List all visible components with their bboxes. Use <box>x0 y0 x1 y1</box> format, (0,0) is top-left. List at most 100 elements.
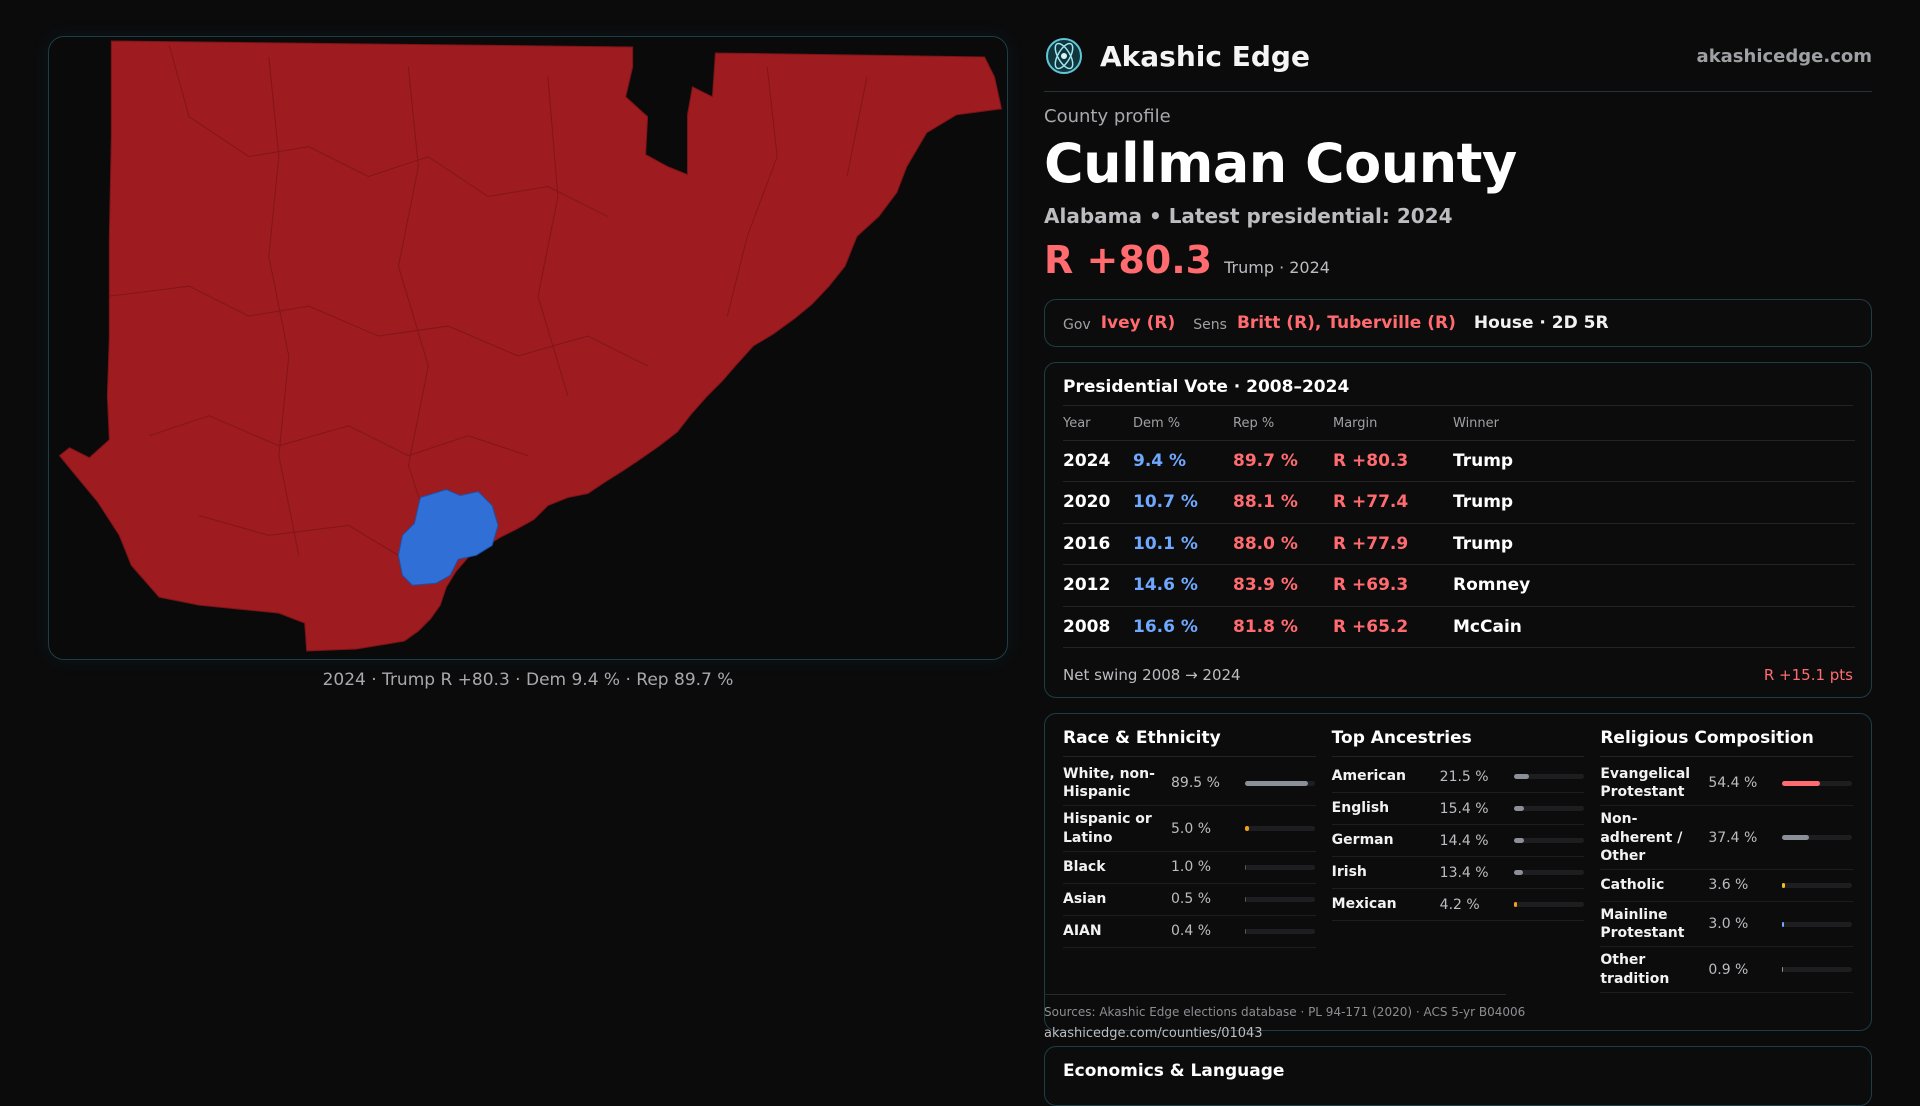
percent-bar <box>1245 896 1315 902</box>
race-ethnicity-column: Race & Ethnicity White, non-Hispanic 89.5… <box>1063 728 1316 993</box>
column-header: Rep % <box>1233 408 1333 441</box>
source-url-link[interactable]: akashicedge.com/counties/01043 <box>1044 1026 1263 1041</box>
dem-cell: 10.7 % <box>1133 481 1233 524</box>
map-caption: 2024 · Trump R +80.3 · Dem 9.4 % · Rep 8… <box>322 670 734 690</box>
row-label: American <box>1331 768 1407 785</box>
percent-bar-fill <box>1245 826 1249 832</box>
row-value: 14.4 % <box>1439 832 1489 849</box>
year-cell: 2024 <box>1063 440 1133 482</box>
table-header-row: Year Dem % Rep % Margin Winner <box>1063 408 1855 441</box>
governor-value: Ivey (R) <box>1100 313 1176 333</box>
dem-cell: 10.1 % <box>1133 523 1233 565</box>
net-swing-row: Net swing 2008 → 2024 R +15.1 pts <box>1063 666 1853 684</box>
list-item: Other tradition 0.9 % <box>1600 947 1854 993</box>
row-value: 21.5 % <box>1439 768 1489 785</box>
winner-cell: Trump <box>1453 440 1855 482</box>
row-value: 15.4 % <box>1439 800 1489 817</box>
list-item: Mainline Protestant 3.0 % <box>1600 902 1854 948</box>
row-label: Asian <box>1063 891 1107 908</box>
row-label: English <box>1331 800 1390 817</box>
brand-url-link[interactable]: akashicedge.com <box>1696 46 1872 67</box>
row-label: Hispanic or Latino <box>1063 811 1152 846</box>
presidential-vote-card: Presidential Vote · 2008–2024 Year Dem %… <box>1044 362 1872 698</box>
margin-value: R +80.3 <box>1044 238 1213 282</box>
row-label: Black <box>1063 859 1106 876</box>
percent-bar-fill <box>1782 780 1821 786</box>
percent-bar <box>1513 774 1584 779</box>
year-cell: 2012 <box>1063 564 1133 607</box>
percent-bar <box>1513 870 1584 875</box>
brand-name: Akashic Edge <box>1100 39 1310 73</box>
county-borders <box>109 44 868 556</box>
column-header: Margin <box>1333 408 1453 441</box>
percent-bar-fill <box>1782 835 1809 841</box>
dem-cell: 9.4 % <box>1133 440 1233 482</box>
republican-area <box>58 40 1003 652</box>
sources-text: Sources: Akashic Edge elections database… <box>1044 1005 1526 1019</box>
margin-cell: R +77.9 <box>1333 523 1453 565</box>
list-item: White, non-Hispanic 89.5 % <box>1063 761 1316 807</box>
table-row: 2024 9.4 % 89.7 % R +80.3 Trump <box>1063 440 1855 482</box>
row-label: Mainline Protestant <box>1600 906 1685 942</box>
percent-bar <box>1782 921 1853 927</box>
list-item: German 14.4 % <box>1331 825 1585 857</box>
winner-cell: Trump <box>1453 481 1855 524</box>
senators-value: Britt (R), Tuberville (R) <box>1236 313 1456 333</box>
dem-cell: 14.6 % <box>1133 564 1233 607</box>
county-profile-panel: Akashic Edge akashicedge.com County prof… <box>1044 0 1872 1106</box>
percent-bar-fill <box>1513 806 1525 811</box>
choropleth-svg <box>58 40 1003 652</box>
percent-bar <box>1513 806 1584 811</box>
list-item: English 15.4 % <box>1331 793 1585 825</box>
democratic-county <box>397 489 499 586</box>
margin-cell: R +69.3 <box>1333 564 1453 607</box>
percent-bar-fill <box>1782 921 1785 927</box>
table-row: 2020 10.7 % 88.1 % R +77.4 Trump <box>1063 481 1855 524</box>
list-item: Hispanic or Latino 5.0 % <box>1063 806 1316 852</box>
winner-cell: McCain <box>1453 606 1855 648</box>
presidential-table: Year Dem % Rep % Margin Winner 2024 9.4 … <box>1063 408 1855 648</box>
list-item: AIAN 0.4 % <box>1063 916 1316 948</box>
percent-bar <box>1245 864 1315 870</box>
row-value: 54.4 % <box>1708 775 1758 792</box>
officials-bar: Gov Ivey (R) Sens Britt (R), Tuberville … <box>1044 299 1872 347</box>
row-label: Non-adherent / Other <box>1600 811 1683 864</box>
list-item: Asian 0.5 % <box>1063 884 1316 916</box>
column-header: Winner <box>1453 408 1855 441</box>
county-map[interactable] <box>48 36 1008 660</box>
row-label: Other tradition <box>1600 952 1670 987</box>
list-item: Irish 13.4 % <box>1331 857 1585 889</box>
table-row: 2016 10.1 % 88.0 % R +77.9 Trump <box>1063 523 1855 565</box>
gov-label: Gov <box>1063 317 1091 333</box>
row-value: 13.4 % <box>1439 864 1489 881</box>
percent-bar <box>1782 967 1853 972</box>
economics-card: Economics & Language <box>1044 1046 1872 1106</box>
margin-cell: R +77.4 <box>1333 481 1453 524</box>
rep-cell: 88.1 % <box>1233 481 1333 524</box>
row-value: 5.0 % <box>1171 820 1212 837</box>
rep-cell: 83.9 % <box>1233 564 1333 607</box>
headline-margin: R +80.3 Trump · 2024 <box>1044 238 1330 282</box>
race-title: Race & Ethnicity <box>1063 728 1316 757</box>
row-label: German <box>1331 832 1394 849</box>
percent-bar-fill <box>1782 882 1785 888</box>
margin-cell: R +65.2 <box>1333 606 1453 648</box>
ancestry-title: Top Ancestries <box>1331 728 1585 757</box>
religion-title: Religious Composition <box>1600 728 1854 757</box>
year-cell: 2020 <box>1063 481 1133 524</box>
dem-cell: 16.6 % <box>1133 606 1233 648</box>
rep-cell: 88.0 % <box>1233 523 1333 565</box>
page-title: Cullman County <box>1044 132 1517 195</box>
list-item: Non-adherent / Other 37.4 % <box>1600 806 1854 870</box>
rep-cell: 89.7 % <box>1233 440 1333 482</box>
list-item: Evangelical Protestant 54.4 % <box>1600 761 1854 807</box>
percent-bar <box>1782 780 1853 786</box>
brand[interactable]: Akashic Edge <box>1044 36 1310 76</box>
economics-title: Economics & Language <box>1063 1061 1285 1081</box>
county-subtitle: Alabama • Latest presidential: 2024 <box>1044 204 1453 228</box>
column-header: Year <box>1063 408 1133 441</box>
percent-bar-fill <box>1245 896 1247 902</box>
table-row: 2008 16.6 % 81.8 % R +65.2 McCain <box>1063 606 1855 648</box>
year-cell: 2016 <box>1063 523 1133 565</box>
swing-value: R +15.1 pts <box>1763 666 1853 684</box>
